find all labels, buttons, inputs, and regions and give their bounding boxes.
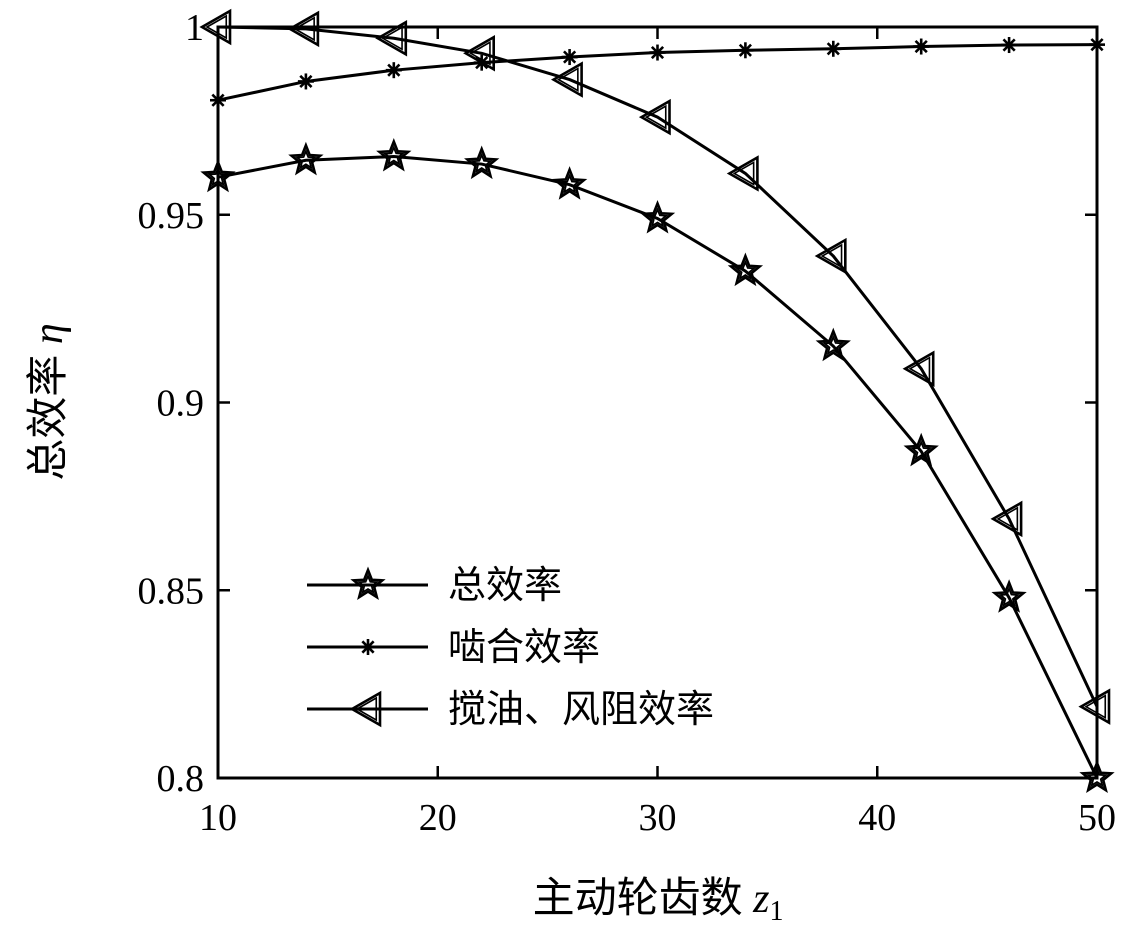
series-line bbox=[217, 25, 1099, 708]
data-point bbox=[990, 500, 1023, 538]
data-point bbox=[385, 62, 402, 79]
data-point bbox=[727, 252, 764, 287]
data-point bbox=[551, 166, 588, 200]
y-tick-label: 1 bbox=[185, 7, 204, 49]
data-point bbox=[815, 327, 851, 362]
data-point bbox=[464, 145, 500, 180]
data-point bbox=[825, 40, 842, 57]
y-tick-label: 0.8 bbox=[157, 758, 205, 800]
series-line bbox=[217, 155, 1099, 779]
data-point bbox=[1079, 759, 1115, 794]
legend-label: 啮合效率 bbox=[448, 627, 600, 669]
x-tick-label: 10 bbox=[199, 797, 237, 839]
plot-area bbox=[199, 8, 1115, 794]
legend-marker bbox=[349, 690, 382, 728]
series-triangle-left bbox=[199, 8, 1111, 725]
data-point bbox=[639, 199, 676, 234]
data-point bbox=[1078, 688, 1111, 725]
data-point bbox=[726, 155, 759, 192]
series-star bbox=[200, 137, 1115, 794]
y-axis-title: 总效率 η bbox=[25, 323, 72, 480]
data-point bbox=[903, 432, 939, 467]
x-axis-subscript: 1 bbox=[769, 896, 783, 927]
data-point bbox=[288, 141, 324, 176]
data-point bbox=[638, 98, 671, 136]
x-tick-label: 50 bbox=[1078, 797, 1116, 839]
legend-entry-star: 总效率 bbox=[307, 565, 562, 607]
legend-marker bbox=[350, 566, 386, 601]
data-point bbox=[902, 350, 935, 387]
data-point bbox=[297, 73, 314, 90]
legend-label: 总效率 bbox=[448, 565, 562, 607]
x-axis-title: 主动轮齿数 z1 bbox=[533, 876, 784, 927]
data-point bbox=[913, 38, 930, 55]
data-point bbox=[649, 44, 666, 61]
data-point bbox=[463, 35, 496, 72]
x-axis-symbol: z bbox=[752, 876, 769, 922]
data-point bbox=[376, 137, 412, 172]
data-point bbox=[814, 237, 847, 275]
data-point bbox=[550, 61, 583, 98]
legend-label: 搅油、风阻效率 bbox=[448, 689, 714, 731]
legend-entry-asterisk: 啮合效率 bbox=[307, 627, 600, 669]
plot-frame bbox=[216, 25, 1099, 780]
x-tick-label: 40 bbox=[858, 797, 896, 839]
data-point bbox=[737, 42, 754, 59]
legend-marker bbox=[360, 639, 376, 655]
x-tick-label: 30 bbox=[639, 797, 677, 839]
series-asterisk bbox=[210, 36, 1105, 109]
x-tick-label: 20 bbox=[419, 797, 457, 839]
y-tick-label: 0.9 bbox=[157, 383, 205, 425]
y-axis-symbol: η bbox=[26, 323, 72, 344]
y-tick-label: 0.85 bbox=[138, 570, 205, 612]
data-point bbox=[287, 10, 320, 48]
data-point bbox=[375, 20, 408, 57]
data-point bbox=[991, 579, 1027, 613]
legend-entry-triangle-left: 搅油、风阻效率 bbox=[307, 689, 714, 731]
data-point bbox=[1001, 37, 1018, 54]
y-tick-label: 0.95 bbox=[138, 195, 205, 237]
data-point bbox=[561, 49, 578, 66]
